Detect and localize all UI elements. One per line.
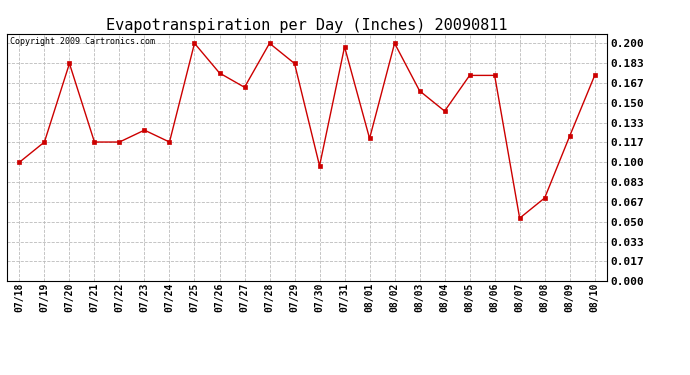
Title: Evapotranspiration per Day (Inches) 20090811: Evapotranspiration per Day (Inches) 2009…: [106, 18, 508, 33]
Text: Copyright 2009 Cartronics.com: Copyright 2009 Cartronics.com: [10, 38, 155, 46]
